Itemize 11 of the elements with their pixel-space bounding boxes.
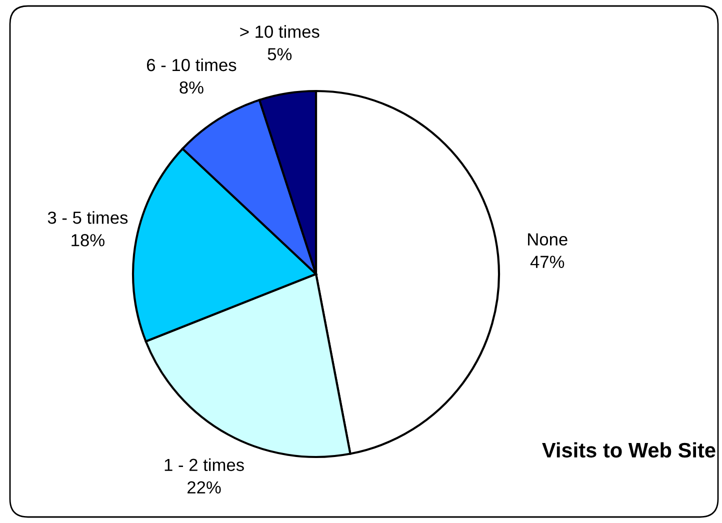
data-label: 8% — [180, 81, 204, 94]
slice-label: None — [528, 233, 568, 246]
slice-label: 3 - 5 times — [48, 211, 128, 224]
data-label: 5% — [268, 48, 292, 60]
slice-label: 6 - 10 times — [147, 58, 236, 72]
data-label: 47% — [530, 256, 564, 268]
data-label: 18% — [72, 234, 104, 246]
slice-label: > 10 times — [240, 25, 320, 38]
data-label: 22% — [188, 481, 221, 494]
slice-label: 1 - 2 times — [164, 458, 244, 472]
text: Visits to Web Site — [542, 442, 716, 458]
